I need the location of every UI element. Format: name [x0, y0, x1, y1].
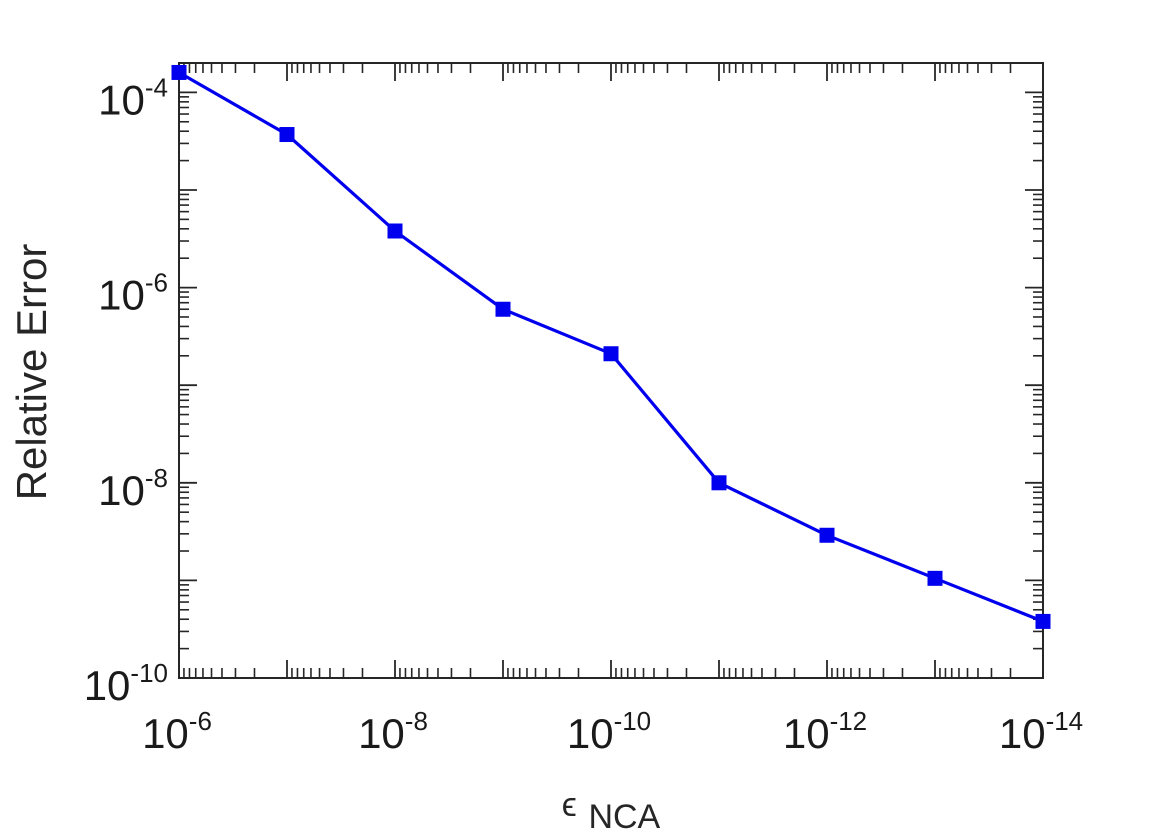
- x-tick-label: 10-10: [567, 706, 651, 757]
- x-tick-labels: 10-6 10-8 10-10 10-12 10-14: [142, 706, 1083, 757]
- data-point-marker: [1035, 613, 1051, 629]
- data-point-marker: [603, 346, 619, 362]
- data-point-marker: [927, 570, 943, 586]
- x-tick-label: 10-14: [999, 706, 1083, 757]
- y-tick-label: 10-10: [84, 658, 168, 709]
- x-tick-label: 10-8: [358, 706, 428, 757]
- x-tick-label: 10-6: [142, 706, 212, 757]
- data-point-marker: [171, 64, 187, 80]
- data-point-marker: [387, 223, 403, 239]
- x-axis-label-subscript: NCA: [588, 798, 660, 836]
- x-tick-label: 10-12: [783, 706, 867, 757]
- x-axis-label-symbol: ϵ: [562, 786, 577, 824]
- data-point-marker: [711, 475, 727, 491]
- data-point-marker: [495, 301, 511, 317]
- x-axis-label: ϵ NCA: [562, 778, 661, 836]
- y-tick-label: 10-8: [98, 463, 168, 514]
- plot-area-box: [178, 62, 1044, 679]
- y-axis-label: Relative Error: [8, 244, 55, 501]
- data-point-marker: [819, 527, 835, 543]
- y-tick-label: 10-4: [98, 72, 168, 123]
- minor-ticks: [179, 62, 1043, 678]
- y-tick-label: 10-6: [98, 268, 168, 319]
- data-point-marker: [279, 127, 295, 143]
- y-tick-labels: 10-4 10-6 10-8 10-10: [84, 72, 168, 709]
- series-layer: [171, 64, 1051, 629]
